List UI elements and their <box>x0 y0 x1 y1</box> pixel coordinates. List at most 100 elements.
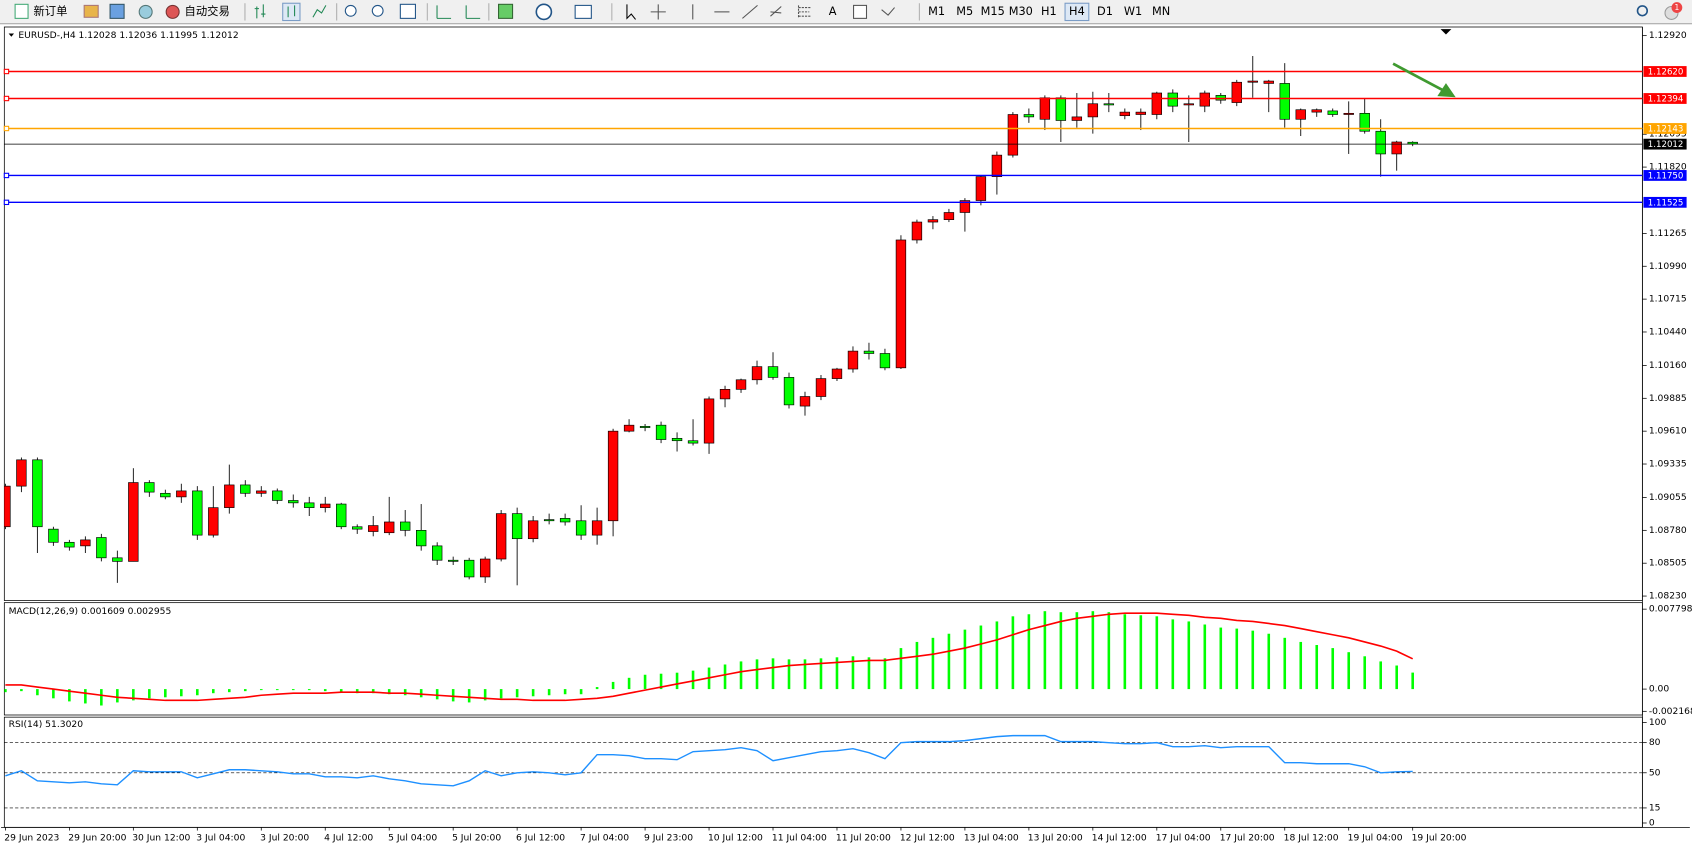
candle-body <box>64 541 75 548</box>
new-order-icon[interactable] <box>14 3 29 19</box>
symbol-menu-arrow[interactable] <box>8 33 15 37</box>
candle-body <box>463 559 475 578</box>
bar-chart-button[interactable] <box>254 4 266 19</box>
toolbar-icon[interactable] <box>83 4 99 18</box>
macd-bar <box>291 689 295 691</box>
periods-button[interactable] <box>535 3 553 21</box>
macd-bar <box>595 687 599 690</box>
autoscroll-button[interactable] <box>436 5 452 19</box>
search-button[interactable] <box>1636 5 1649 17</box>
candle-body <box>1135 111 1147 115</box>
candle-body <box>575 520 587 536</box>
macd-bar <box>739 661 743 690</box>
text-tool-icon[interactable]: A <box>829 4 837 18</box>
candle-body <box>831 368 843 379</box>
price-label-box <box>1643 196 1687 208</box>
candle-body <box>1359 112 1370 132</box>
zoom-in-button[interactable] <box>344 4 357 17</box>
candle-body <box>32 459 43 528</box>
timeframe-button[interactable]: M30 <box>1009 4 1033 18</box>
crosshair-button[interactable] <box>650 4 666 20</box>
new-order-button[interactable]: 新订单 <box>33 4 67 18</box>
candle-body <box>1247 80 1258 83</box>
fibonacci-button[interactable] <box>797 5 812 19</box>
candle-body <box>1199 92 1210 107</box>
tile-button[interactable] <box>399 3 416 19</box>
x-tick-label: 9 Jul 23:00 <box>644 833 693 844</box>
timeframe-button[interactable]: D1 <box>1097 4 1113 18</box>
line-chart-button[interactable] <box>312 5 327 18</box>
arrows-button[interactable] <box>881 7 895 16</box>
toolbar: 新订单 自动交易 A M1 M5 M15 M30 H1 H4 D1 W1 MN <box>0 0 1692 25</box>
macd-bar <box>451 689 455 702</box>
channel-button[interactable] <box>770 6 782 17</box>
x-tick-label: 6 Jul 12:00 <box>516 833 565 844</box>
candle-body <box>1183 103 1194 106</box>
timeframe-button[interactable]: MN <box>1152 4 1170 18</box>
macd-bar <box>483 689 487 701</box>
macd-bar <box>68 689 71 702</box>
timeframe-button[interactable]: M1 <box>928 4 945 18</box>
macd-bar <box>499 689 503 699</box>
macd-bar <box>36 689 39 696</box>
zoom-out-button[interactable] <box>371 4 384 17</box>
timeframe-button[interactable]: H4 <box>1069 4 1085 18</box>
candle-body <box>272 490 283 501</box>
chart-end-marker <box>1440 29 1452 35</box>
timeframe-button[interactable]: M15 <box>981 4 1005 18</box>
candle-body <box>431 545 443 561</box>
indicators-button[interactable] <box>497 3 514 19</box>
macd-bar <box>467 689 471 703</box>
cursor-button[interactable] <box>626 4 637 20</box>
macd-bar <box>275 689 279 691</box>
macd-bar <box>1363 656 1367 690</box>
y-tick-label: 1.08505 <box>1649 558 1687 569</box>
macd-plot <box>4 611 1414 706</box>
candle-chart-button[interactable] <box>282 2 301 22</box>
label-button[interactable] <box>853 4 868 19</box>
candle-body <box>400 521 411 531</box>
auto-trading-button[interactable]: 自动交易 <box>185 4 230 18</box>
x-tick-label: 14 Jul 12:00 <box>1092 833 1147 844</box>
candle-body <box>511 513 523 540</box>
price-line-handle <box>3 199 10 206</box>
toolbar-icon[interactable] <box>109 3 125 19</box>
candle-body <box>1119 111 1131 117</box>
timeframe-button[interactable]: M5 <box>956 4 973 18</box>
templates-button[interactable] <box>574 4 592 19</box>
candle-body <box>320 503 331 508</box>
macd-bar <box>52 689 55 699</box>
macd-bar <box>755 659 759 690</box>
macd-bar <box>691 670 695 690</box>
auto-trading-icon[interactable] <box>165 4 180 19</box>
candle-body <box>240 484 251 494</box>
candle-body <box>671 438 683 442</box>
y-tick-label: 0.00 <box>1649 684 1670 695</box>
macd-bar <box>1059 612 1063 690</box>
macd-bar <box>259 689 263 691</box>
macd-bar <box>1107 612 1111 690</box>
notification-count: 1 <box>1674 3 1679 12</box>
candle-body <box>1215 95 1226 101</box>
timeframe-button[interactable]: H1 <box>1041 4 1057 18</box>
macd-bar <box>196 689 199 696</box>
candle-body <box>447 559 459 562</box>
macd-bar <box>515 689 519 698</box>
y-tick-label: 1.12095 <box>1649 129 1687 140</box>
macd-pane <box>3 602 1643 716</box>
candle-body <box>1039 97 1051 120</box>
candle-body <box>959 200 971 213</box>
arrow-head <box>1437 83 1456 98</box>
toolbar-icon[interactable] <box>138 4 153 19</box>
macd-bar <box>579 689 583 695</box>
macd-bar <box>787 659 791 690</box>
macd-bar <box>435 689 439 700</box>
chart-shift-button[interactable] <box>465 5 481 19</box>
macd-bar <box>1315 645 1319 690</box>
macd-bar <box>1203 624 1207 690</box>
candle-body <box>288 500 299 504</box>
timeframe-button[interactable]: W1 <box>1124 4 1142 18</box>
x-tick-label: 12 Jul 12:00 <box>900 833 955 844</box>
macd-bar <box>148 689 151 699</box>
trendline-button[interactable] <box>742 4 758 19</box>
